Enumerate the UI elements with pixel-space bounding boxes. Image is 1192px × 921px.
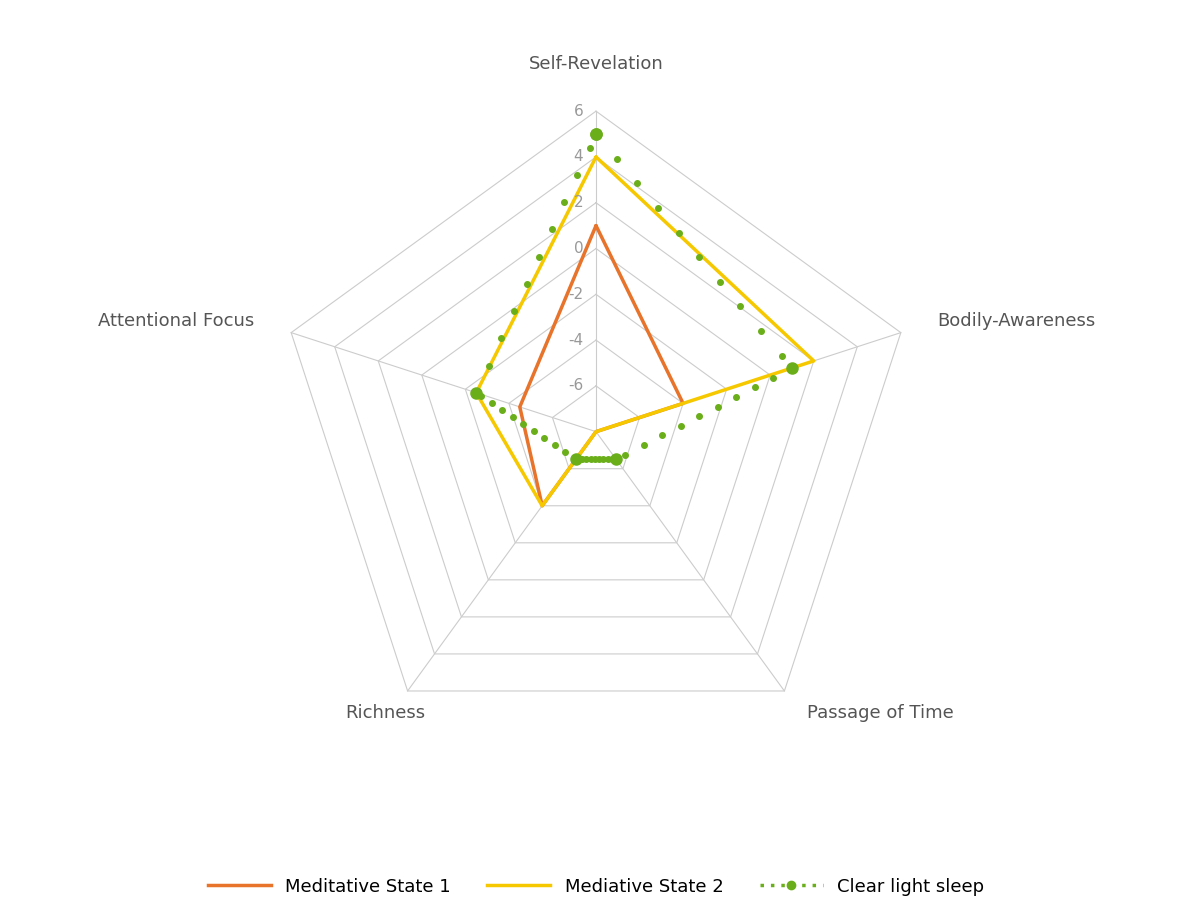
Legend: Meditative State 1, Mediative State 2, Clear light sleep: Meditative State 1, Mediative State 2, C…: [200, 870, 992, 903]
Text: Richness: Richness: [344, 704, 426, 722]
Text: Attentional Focus: Attentional Focus: [98, 311, 255, 330]
Text: 6: 6: [573, 104, 583, 119]
Text: Self-Revelation: Self-Revelation: [528, 54, 664, 73]
Text: 2: 2: [573, 195, 583, 210]
Text: 0: 0: [573, 241, 583, 256]
Text: 4: 4: [573, 149, 583, 165]
Text: -6: -6: [567, 379, 583, 393]
Text: Passage of Time: Passage of Time: [807, 704, 954, 722]
Text: Bodily-Awareness: Bodily-Awareness: [937, 311, 1095, 330]
Text: -2: -2: [569, 286, 583, 302]
Text: -4: -4: [569, 332, 583, 347]
